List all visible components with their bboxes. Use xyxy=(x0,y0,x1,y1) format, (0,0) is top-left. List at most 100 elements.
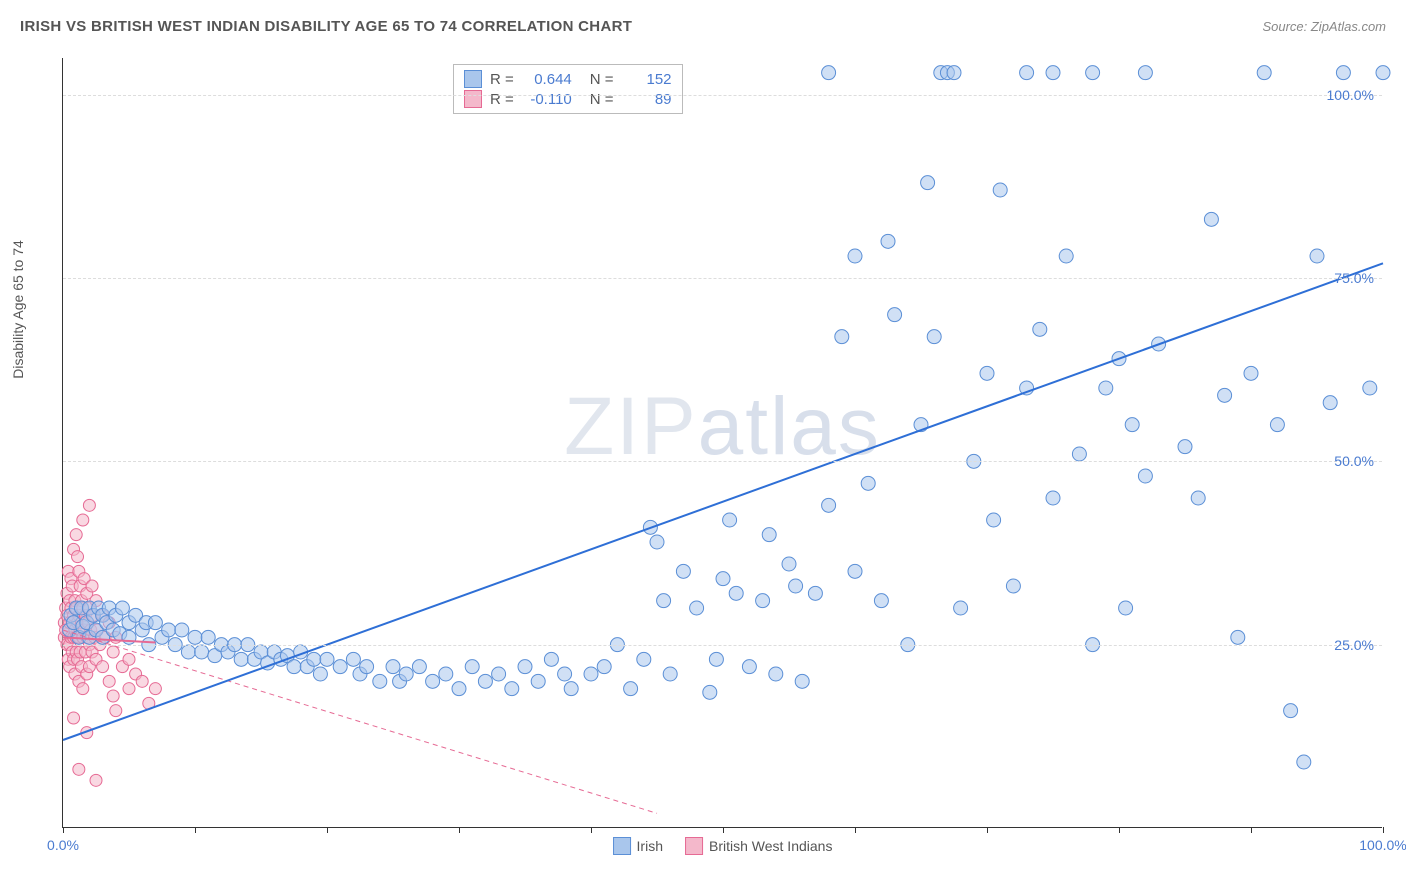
scatter-point-bwi xyxy=(107,646,119,658)
scatter-point-irish xyxy=(1218,388,1232,402)
scatter-point-irish xyxy=(181,645,195,659)
scatter-point-irish xyxy=(624,682,638,696)
scatter-point-irish xyxy=(789,579,803,593)
plot-area: ZIPatlas R = 0.644 N = 152 R = -0.110 N … xyxy=(62,58,1382,828)
scatter-point-irish xyxy=(1284,704,1298,718)
scatter-point-bwi xyxy=(77,683,89,695)
scatter-point-irish xyxy=(1099,381,1113,395)
scatter-point-irish xyxy=(1336,66,1350,80)
gridline-h xyxy=(63,278,1382,279)
scatter-point-bwi xyxy=(83,499,95,511)
scatter-point-irish xyxy=(1033,322,1047,336)
scatter-point-bwi xyxy=(110,705,122,717)
scatter-point-irish xyxy=(1231,630,1245,644)
scatter-point-irish xyxy=(373,674,387,688)
chart-container: IRISH VS BRITISH WEST INDIAN DISABILITY … xyxy=(0,0,1406,892)
scatter-point-irish xyxy=(874,594,888,608)
scatter-point-irish xyxy=(1363,381,1377,395)
scatter-point-irish xyxy=(822,498,836,512)
scatter-point-irish xyxy=(597,660,611,674)
scatter-point-irish xyxy=(333,660,347,674)
bottom-legend: Irish British West Indians xyxy=(613,837,833,855)
scatter-point-irish xyxy=(1006,579,1020,593)
scatter-point-irish xyxy=(426,674,440,688)
scatter-point-bwi xyxy=(90,774,102,786)
scatter-point-bwi xyxy=(103,675,115,687)
scatter-point-irish xyxy=(465,660,479,674)
x-tick xyxy=(1251,827,1252,833)
scatter-point-irish xyxy=(921,176,935,190)
x-tick xyxy=(987,827,988,833)
scatter-point-irish xyxy=(558,667,572,681)
legend-item-bwi: British West Indians xyxy=(685,837,832,855)
scatter-point-irish xyxy=(756,594,770,608)
scatter-point-irish xyxy=(531,674,545,688)
scatter-point-bwi xyxy=(73,763,85,775)
y-tick-label: 75.0% xyxy=(1334,270,1374,286)
scatter-point-irish xyxy=(584,667,598,681)
legend-item-irish: Irish xyxy=(613,837,663,855)
scatter-point-irish xyxy=(1125,418,1139,432)
scatter-point-irish xyxy=(993,183,1007,197)
x-tick-label: 0.0% xyxy=(47,837,79,853)
x-tick-label: 100.0% xyxy=(1359,837,1406,853)
scatter-point-irish xyxy=(175,623,189,637)
scatter-point-irish xyxy=(452,682,466,696)
scatter-point-bwi xyxy=(136,675,148,687)
y-tick-label: 50.0% xyxy=(1334,453,1374,469)
legend-swatch-irish xyxy=(613,837,631,855)
scatter-point-irish xyxy=(1204,212,1218,226)
scatter-point-irish xyxy=(1046,66,1060,80)
scatter-point-irish xyxy=(492,667,506,681)
scatter-point-irish xyxy=(637,652,651,666)
scatter-point-irish xyxy=(716,572,730,586)
scatter-point-irish xyxy=(762,528,776,542)
scatter-point-irish xyxy=(564,682,578,696)
scatter-point-irish xyxy=(1046,491,1060,505)
source-label: Source: ZipAtlas.com xyxy=(1262,19,1386,34)
scatter-point-irish xyxy=(1323,396,1337,410)
scatter-point-irish xyxy=(987,513,1001,527)
scatter-point-irish xyxy=(848,249,862,263)
y-tick-label: 25.0% xyxy=(1334,637,1374,653)
scatter-point-irish xyxy=(1310,249,1324,263)
x-tick xyxy=(459,827,460,833)
scatter-point-irish xyxy=(287,660,301,674)
scatter-point-irish xyxy=(1072,447,1086,461)
scatter-point-bwi xyxy=(70,529,82,541)
scatter-point-bwi xyxy=(123,683,135,695)
scatter-point-irish xyxy=(518,660,532,674)
scatter-point-irish xyxy=(544,652,558,666)
x-tick xyxy=(63,827,64,833)
scatter-point-irish xyxy=(848,564,862,578)
scatter-point-irish xyxy=(769,667,783,681)
gridline-h xyxy=(63,95,1382,96)
legend-label-irish: Irish xyxy=(637,838,663,854)
scatter-point-irish xyxy=(1020,66,1034,80)
scatter-point-irish xyxy=(782,557,796,571)
scatter-point-irish xyxy=(1270,418,1284,432)
scatter-point-irish xyxy=(162,623,176,637)
scatter-point-irish xyxy=(927,330,941,344)
scatter-point-irish xyxy=(307,652,321,666)
scatter-point-irish xyxy=(1178,440,1192,454)
scatter-point-irish xyxy=(729,586,743,600)
scatter-point-irish xyxy=(723,513,737,527)
scatter-point-irish xyxy=(505,682,519,696)
scatter-point-irish xyxy=(954,601,968,615)
scatter-point-irish xyxy=(1191,491,1205,505)
scatter-point-irish xyxy=(808,586,822,600)
scatter-point-irish xyxy=(795,674,809,688)
scatter-point-irish xyxy=(399,667,413,681)
gridline-h xyxy=(63,645,1382,646)
scatter-point-irish xyxy=(1086,66,1100,80)
scatter-point-irish xyxy=(835,330,849,344)
scatter-point-irish xyxy=(1138,66,1152,80)
scatter-point-irish xyxy=(115,601,129,615)
gridline-h xyxy=(63,461,1382,462)
scatter-point-irish xyxy=(676,564,690,578)
scatter-point-irish xyxy=(881,234,895,248)
scatter-point-bwi xyxy=(123,653,135,665)
scatter-point-irish xyxy=(386,660,400,674)
scatter-point-irish xyxy=(980,366,994,380)
